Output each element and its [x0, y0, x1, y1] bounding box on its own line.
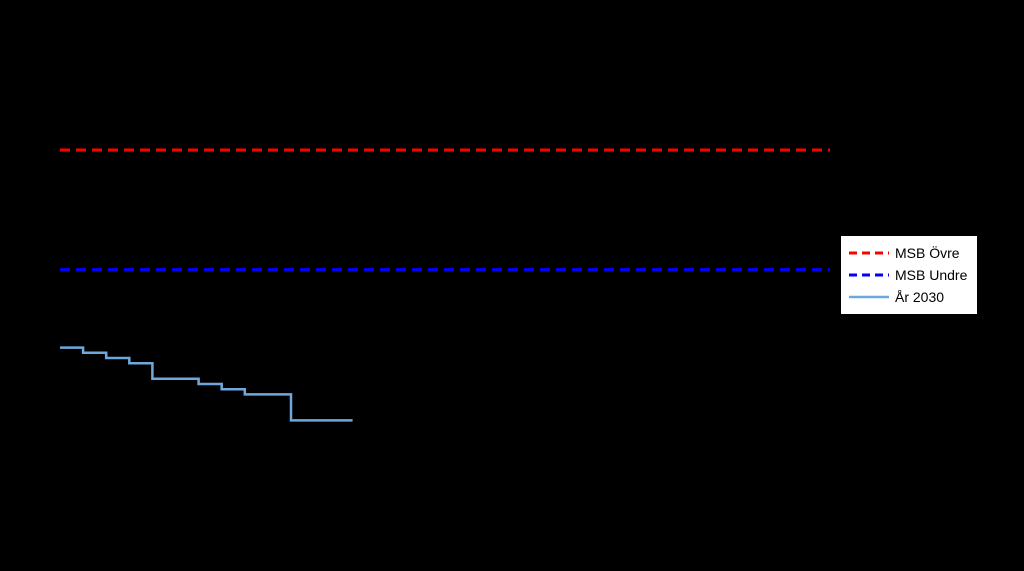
legend-label-msb-ovre: MSB Övre: [895, 245, 960, 261]
series-ar-2030: [60, 348, 353, 421]
legend-swatch-ar-2030: [849, 290, 889, 304]
chart-stage: { "chart": { "type": "line", "background…: [0, 0, 1024, 571]
legend-swatch-msb-undre: [849, 268, 889, 282]
chart-legend: MSB Övre MSB Undre År 2030: [840, 235, 978, 315]
plot-group: [60, 150, 830, 420]
legend-item-ar-2030: År 2030: [849, 286, 967, 308]
legend-label-msb-undre: MSB Undre: [895, 267, 967, 283]
legend-swatch-msb-ovre: [849, 246, 889, 260]
legend-label-ar-2030: År 2030: [895, 289, 944, 305]
legend-item-msb-ovre: MSB Övre: [849, 242, 967, 264]
legend-item-msb-undre: MSB Undre: [849, 264, 967, 286]
